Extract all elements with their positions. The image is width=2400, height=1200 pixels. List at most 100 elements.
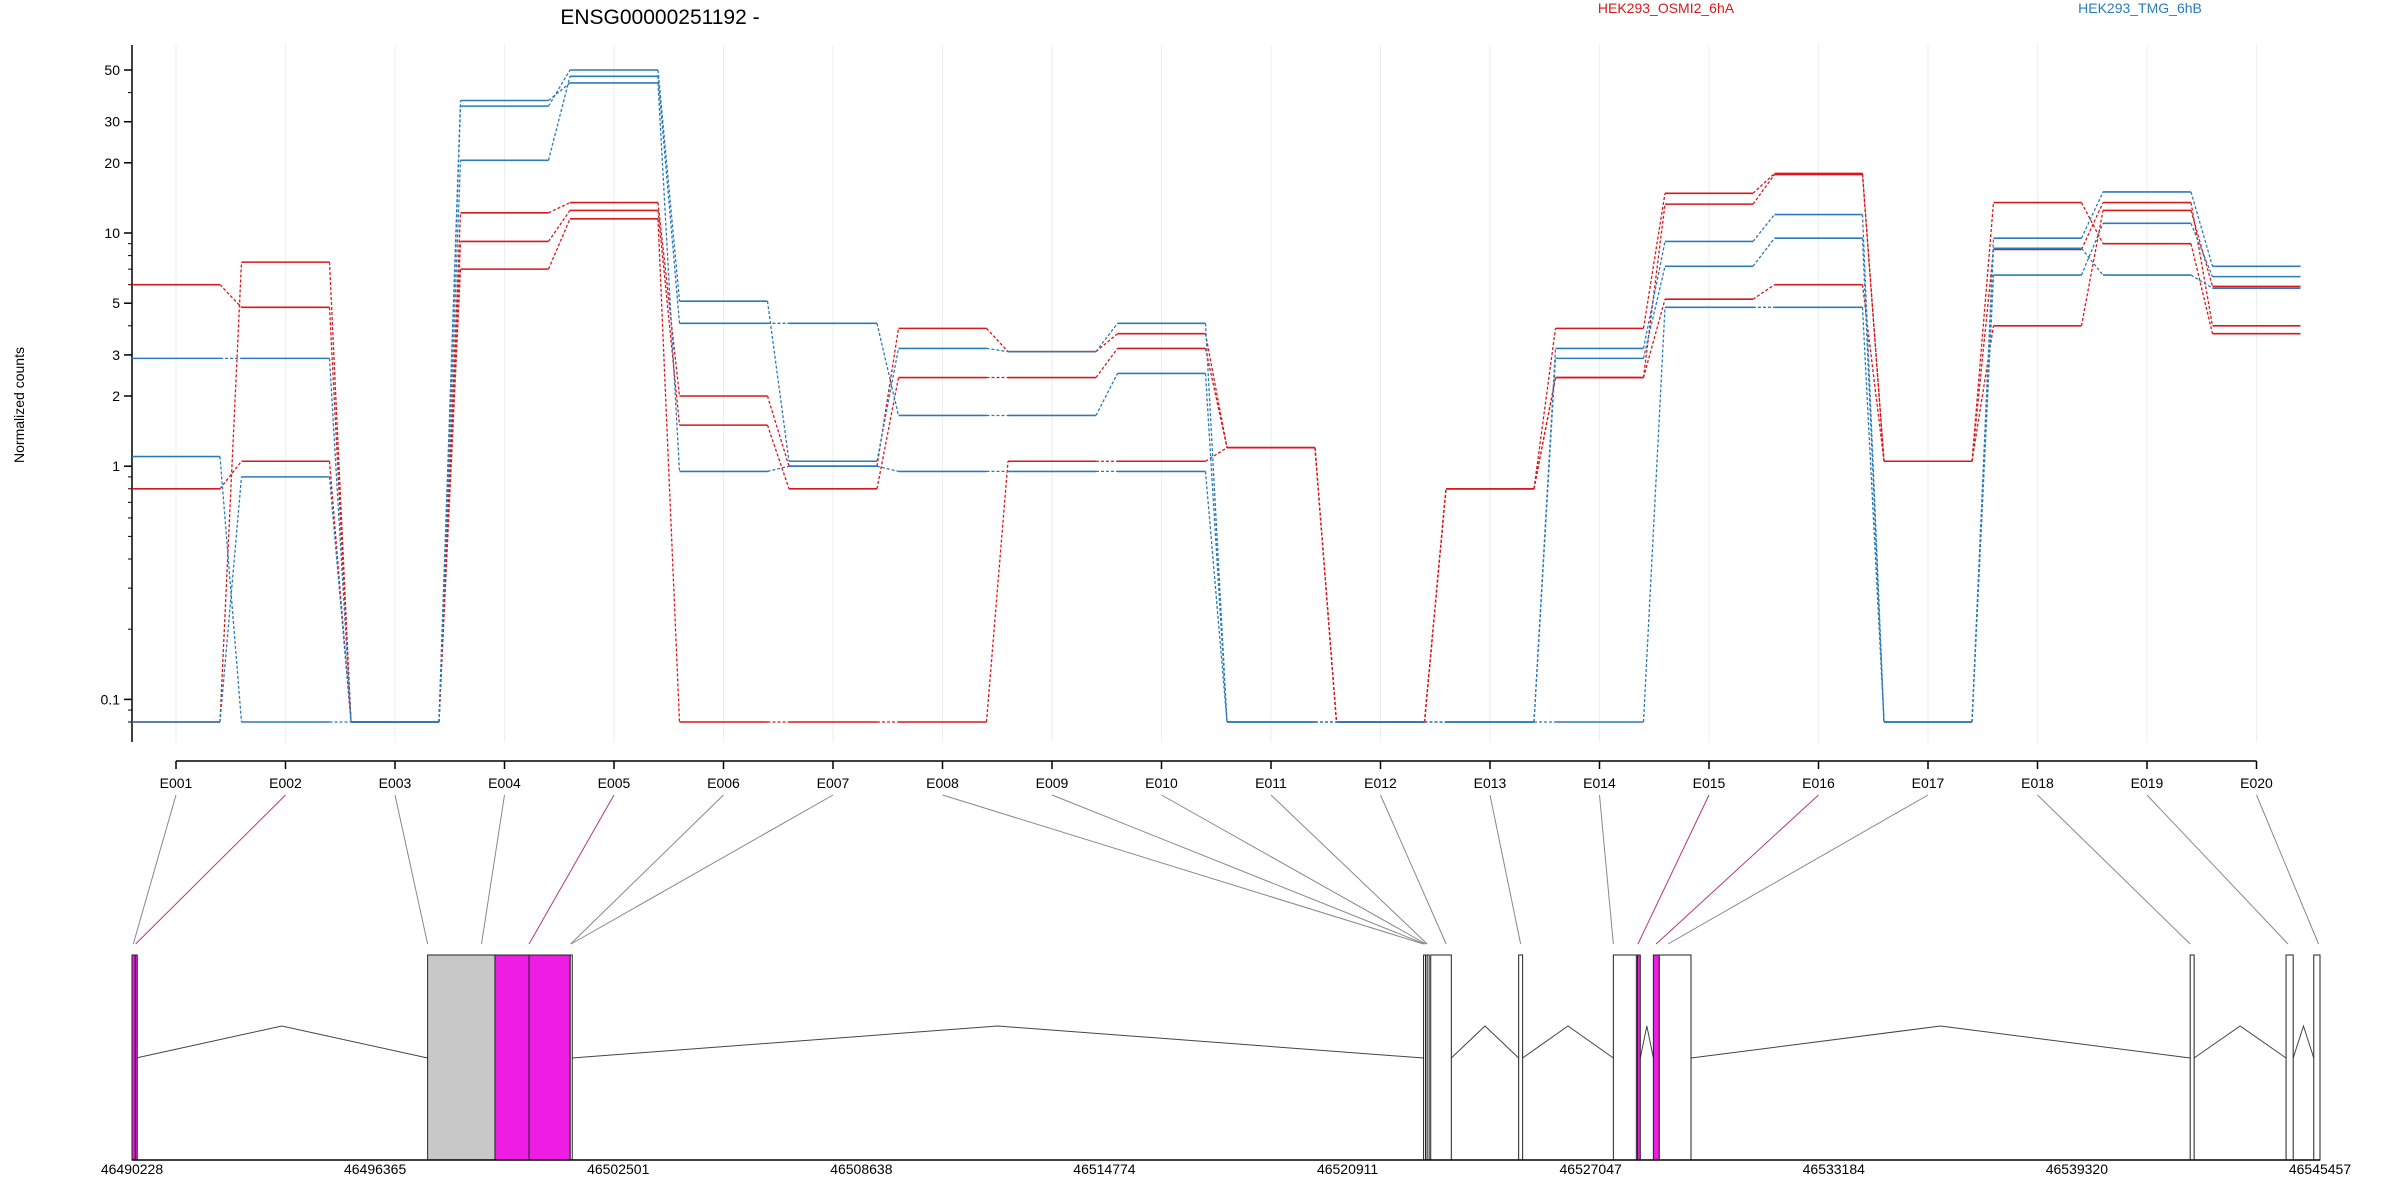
series-transition [1204, 373, 1228, 723]
series-transition [876, 377, 900, 489]
x-tick-label: E010 [1145, 775, 1178, 791]
exon-connectors [132, 794, 2319, 945]
series-transition [2190, 202, 2214, 326]
series-transition [219, 284, 242, 308]
series-transition [1642, 266, 1666, 359]
series-transition [219, 460, 243, 490]
series-transition [2190, 274, 2213, 289]
series-transition [547, 69, 571, 107]
intron-line [1450, 1025, 1520, 1059]
series-transition [2190, 210, 2214, 287]
series-transition [2080, 210, 2104, 326]
series-transition [1861, 307, 1885, 723]
series-transition [766, 301, 790, 462]
exon-box [569, 954, 573, 1161]
genomic-tick-label: 46514774 [1073, 1161, 1136, 1177]
series-transition [1533, 328, 1557, 489]
series-transition [1971, 202, 1995, 462]
x-axis: E001 E002 E003 E004 E005 E006 E007 E008 E009 E010… [160, 760, 2273, 791]
intron-line [1639, 1025, 1654, 1059]
x-tick-label: E004 [488, 775, 521, 791]
genomic-tick-label: 46545457 [2289, 1161, 2352, 1177]
series-transition [657, 210, 681, 426]
series-transition [328, 461, 352, 723]
series-transition [1861, 173, 1885, 462]
series-transition [1642, 307, 1666, 723]
exon-box [2285, 954, 2294, 1161]
y-tick-label: 50 [104, 62, 120, 78]
exon-box [134, 954, 138, 1161]
genomic-tick-label: 46508638 [830, 1161, 893, 1177]
series-transition [1752, 284, 1775, 300]
legend-entry-osmi2: HEK293_OSMI2_6hA [1598, 0, 1735, 16]
y-tick-label: 10 [104, 225, 120, 241]
series-transition [219, 476, 243, 723]
series-transition [2080, 247, 2104, 276]
exon-connector-line [1051, 794, 1425, 945]
exon-connector-line [528, 794, 615, 945]
series-transition [1752, 174, 1776, 205]
series-transition [657, 82, 681, 472]
x-tick-label: E003 [379, 775, 412, 791]
exon-connector-line [1667, 794, 1929, 945]
genomic-tick-label: 46520911 [1317, 1161, 1378, 1177]
series-transition [876, 323, 900, 416]
genomic-tick-label: 46527047 [1560, 1161, 1623, 1177]
exon-box [1426, 954, 1430, 1161]
series-transition [328, 262, 352, 723]
exon-connector-line [1599, 794, 1614, 945]
y-tick-label: 20 [104, 155, 120, 171]
series-transition [657, 202, 681, 397]
genomic-axis: 46490228 46496365 46502501 46508638 46514774… [101, 1159, 2352, 1177]
x-tick-label: E011 [1255, 775, 1287, 791]
series-transition [219, 262, 243, 723]
exon-box [1518, 954, 1524, 1161]
x-tick-label: E014 [1583, 775, 1616, 791]
y-tick-label: 1 [112, 458, 120, 474]
series-transition [1423, 488, 1447, 723]
series-transition [657, 218, 681, 723]
x-tick-label: E008 [926, 775, 959, 791]
series-transition [1642, 241, 1666, 349]
gene-model [131, 954, 2321, 1161]
series-transition [657, 69, 681, 302]
series-transition [1095, 373, 1119, 416]
exon-connector-line [2037, 794, 2191, 945]
intron-line [2292, 1024, 2315, 1059]
series-transition [1204, 471, 1228, 723]
series-transition [1533, 377, 1557, 489]
x-tick-label: E006 [707, 775, 740, 791]
y-tick-label: 0.1 [101, 691, 121, 707]
intron-line [135, 1025, 428, 1059]
series-transition [1204, 333, 1228, 448]
series-transition [1095, 322, 1119, 353]
series-transition [1533, 358, 1557, 723]
series-transition [1752, 214, 1776, 242]
series-transition [328, 358, 352, 723]
series-transition [2080, 191, 2104, 239]
exon-connector-line [1380, 794, 1447, 945]
series-transition [1752, 237, 1776, 267]
series-transition [1314, 447, 1338, 723]
x-tick-label: E012 [1364, 775, 1397, 791]
intron-line [2193, 1025, 2287, 1059]
chart-title: ENSG00000251192 - [560, 6, 759, 29]
series-lines [132, 69, 2301, 723]
series-transition [438, 100, 462, 723]
series-transition [1861, 174, 1885, 462]
exon-box [427, 954, 496, 1161]
series-transition [1095, 333, 1118, 353]
exon-connector-line [570, 794, 834, 945]
series-transition [1971, 275, 1995, 723]
series-transition [766, 395, 790, 467]
exon-connector-line [1655, 794, 1819, 945]
series-transition [1205, 447, 1228, 462]
series-transition [1642, 193, 1666, 329]
exon-connector-line [2146, 794, 2289, 945]
series-transition [328, 476, 352, 723]
series-transition [548, 82, 571, 101]
series-transition [2190, 223, 2214, 277]
x-tick-label: E018 [2021, 775, 2054, 791]
exon-connector-line [2256, 794, 2319, 945]
x-tick-label: E007 [817, 775, 850, 791]
